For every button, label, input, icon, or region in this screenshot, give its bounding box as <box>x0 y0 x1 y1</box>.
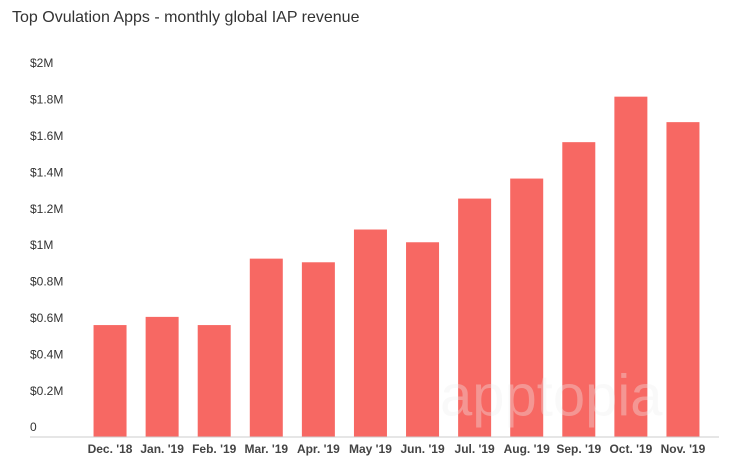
y-tick-label: $0.6M <box>30 311 63 325</box>
bar <box>562 142 596 437</box>
chart-title: Top Ovulation Apps - monthly global IAP … <box>12 9 360 26</box>
bar <box>353 229 387 437</box>
bar <box>666 122 700 437</box>
bar <box>145 316 179 437</box>
y-tick-label: $1.4M <box>30 165 63 179</box>
bar <box>406 242 440 437</box>
x-tick-label: Dec. '18 <box>88 442 133 456</box>
x-tick-label: Oct. '19 <box>609 442 652 456</box>
x-tick-label: Jan. '19 <box>140 442 184 456</box>
x-tick-label: May '19 <box>349 442 392 456</box>
y-tick-label: $2M <box>30 56 53 70</box>
y-tick-label: $1.2M <box>30 202 63 216</box>
x-tick-label: Jul. '19 <box>455 442 496 456</box>
y-tick-label: $1.8M <box>30 93 63 107</box>
x-tick-label: Apr. '19 <box>297 442 340 456</box>
x-tick-label: Jun. '19 <box>400 442 445 456</box>
bar <box>510 178 544 437</box>
y-tick-label: $1M <box>30 238 53 252</box>
x-tick-label: Feb. '19 <box>192 442 237 456</box>
bar <box>197 325 231 437</box>
y-tick-label: $0.8M <box>30 275 63 289</box>
x-tick-label: Mar. '19 <box>245 442 289 456</box>
x-tick-label: Nov. '19 <box>661 442 706 456</box>
y-tick-label: $1.6M <box>30 129 63 143</box>
y-tick-label: 0 <box>30 420 37 434</box>
watermark: apptopia <box>440 363 663 428</box>
y-tick-label: $0.2M <box>30 384 63 398</box>
bar <box>301 262 335 437</box>
bar <box>614 96 648 437</box>
x-tick-label: Aug. '19 <box>504 442 551 456</box>
x-tick-label: Sep. '19 <box>556 442 601 456</box>
bar <box>249 258 283 437</box>
y-tick-label: $0.4M <box>30 347 63 361</box>
bar <box>458 198 492 437</box>
bar <box>93 325 127 437</box>
